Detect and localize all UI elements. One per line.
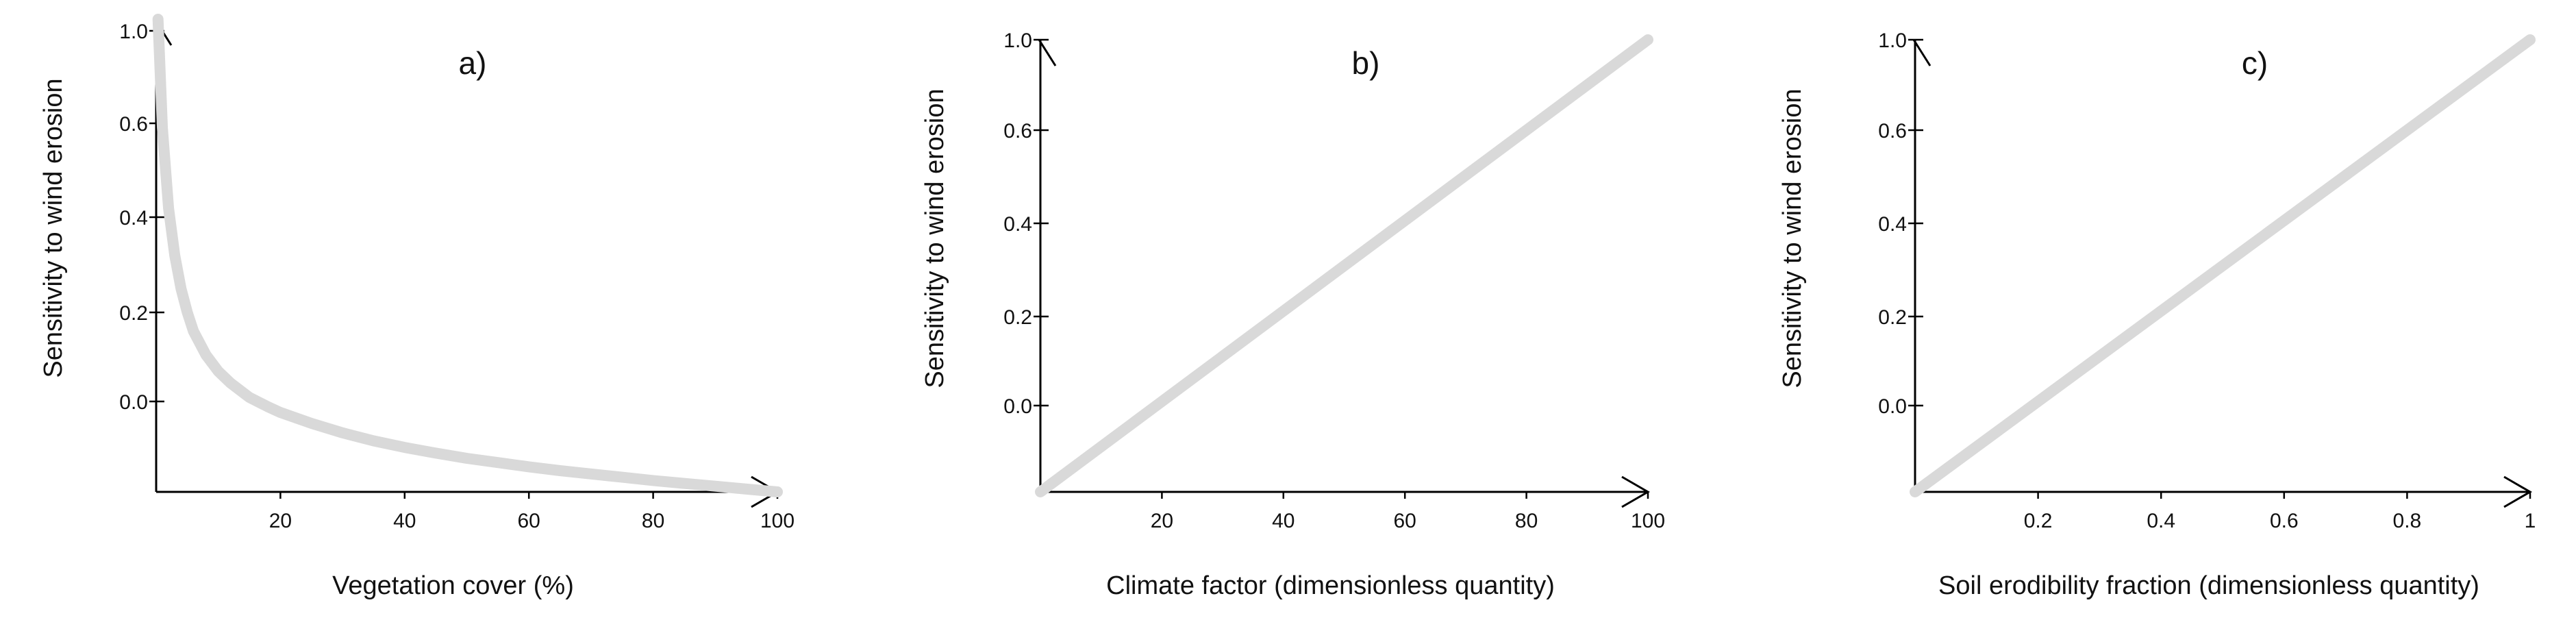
chart-panel-a: 20 40 60 80 100 0.0 0.2 0.4 0.6 1.0 Vegetation cov… bbox=[0, 0, 858, 620]
y-tick-label: 0.4 bbox=[119, 207, 148, 230]
y-tick-label: 0.2 bbox=[119, 302, 148, 325]
y-tick-label: 0.2 bbox=[1003, 306, 1032, 329]
y-tick-label: 0.4 bbox=[1878, 213, 1907, 236]
y-tick-label: 0.6 bbox=[1003, 120, 1032, 142]
series-line bbox=[1035, 34, 1653, 497]
y-axis-title: Sensitivity to wind erosion bbox=[39, 78, 68, 377]
panel-label: b) bbox=[1352, 45, 1380, 81]
y-tick-label: 0.6 bbox=[1878, 120, 1907, 142]
y-axis-title: Sensitivity to wind erosion bbox=[1778, 88, 1807, 388]
series-line bbox=[152, 14, 783, 497]
y-tick-label: 1.0 bbox=[1003, 29, 1032, 52]
x-tick-label: 40 bbox=[1272, 510, 1295, 532]
x-tick-label: 80 bbox=[642, 510, 664, 532]
x-tick-label: 1 bbox=[2525, 510, 2536, 532]
x-axis-title: Soil erodibility fraction (dimensionless… bbox=[1938, 571, 2479, 600]
x-axis-title: Climate factor (dimensionless quantity) bbox=[1106, 571, 1555, 600]
series-line bbox=[1910, 34, 2536, 497]
panel-label: a) bbox=[459, 45, 487, 81]
x-tick-label: 0.8 bbox=[2393, 510, 2422, 532]
y-tick-label: 0.2 bbox=[1878, 306, 1907, 329]
chart-a-svg: 20 40 60 80 100 0.0 0.2 0.4 0.6 1.0 Vegetation cov… bbox=[39, 14, 795, 600]
y-tick-label: 0.6 bbox=[119, 113, 148, 136]
x-tick-label: 100 bbox=[760, 510, 795, 532]
y-axis-title: Sensitivity to wind erosion bbox=[921, 88, 949, 388]
x-tick-label: 80 bbox=[1515, 510, 1538, 532]
x-axis-title: Vegetation cover (%) bbox=[332, 571, 574, 600]
y-tick-label: 1.0 bbox=[119, 21, 148, 43]
chart-b-svg: 20 40 60 80 100 0.0 0.2 0.4 0.6 1.0 Climate factor… bbox=[921, 29, 1665, 600]
y-axis-arrowhead bbox=[1912, 39, 1931, 66]
y-tick-label: 0.0 bbox=[1878, 395, 1907, 418]
x-tick-label: 40 bbox=[393, 510, 416, 532]
y-tick-label: 0.0 bbox=[119, 391, 148, 414]
x-tick-label: 0.6 bbox=[2270, 510, 2299, 532]
panel-label: c) bbox=[2242, 45, 2268, 81]
x-tick-label: 20 bbox=[269, 510, 292, 532]
x-tick-label: 60 bbox=[518, 510, 540, 532]
x-tick-label: 20 bbox=[1151, 510, 1173, 532]
chart-panel-b: 20 40 60 80 100 0.0 0.2 0.4 0.6 1.0 Climate factor… bbox=[859, 0, 1717, 620]
y-tick-label: 0.0 bbox=[1003, 395, 1032, 418]
y-tick-label: 0.4 bbox=[1003, 213, 1032, 236]
y-axis-arrowhead bbox=[1038, 39, 1057, 66]
y-tick-label: 1.0 bbox=[1878, 29, 1907, 52]
x-tick-label: 100 bbox=[1631, 510, 1665, 532]
x-tick-label: 0.2 bbox=[2024, 510, 2053, 532]
chart-c-svg: 0.2 0.4 0.6 0.8 1 0.0 0.2 0.4 0.6 1.0 Soil erodibi… bbox=[1778, 29, 2536, 600]
x-tick-label: 60 bbox=[1394, 510, 1416, 532]
x-tick-label: 0.4 bbox=[2147, 510, 2175, 532]
chart-panel-c: 0.2 0.4 0.6 0.8 1 0.0 0.2 0.4 0.6 1.0 Soil erodibi… bbox=[1718, 0, 2576, 620]
